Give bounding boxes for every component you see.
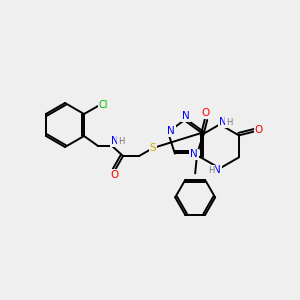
Text: Cl: Cl [98,100,108,110]
Text: O: O [110,170,118,180]
Text: N: N [213,165,221,176]
Text: N: N [182,111,190,121]
Text: H: H [208,166,214,175]
Text: O: O [202,108,210,118]
Text: N: N [167,126,175,136]
Text: N: N [219,117,227,128]
Text: N: N [111,136,119,146]
Text: N: N [190,149,198,159]
Text: H: H [226,118,232,127]
Text: O: O [255,125,263,135]
Text: S: S [150,143,156,153]
Text: H: H [118,136,124,146]
